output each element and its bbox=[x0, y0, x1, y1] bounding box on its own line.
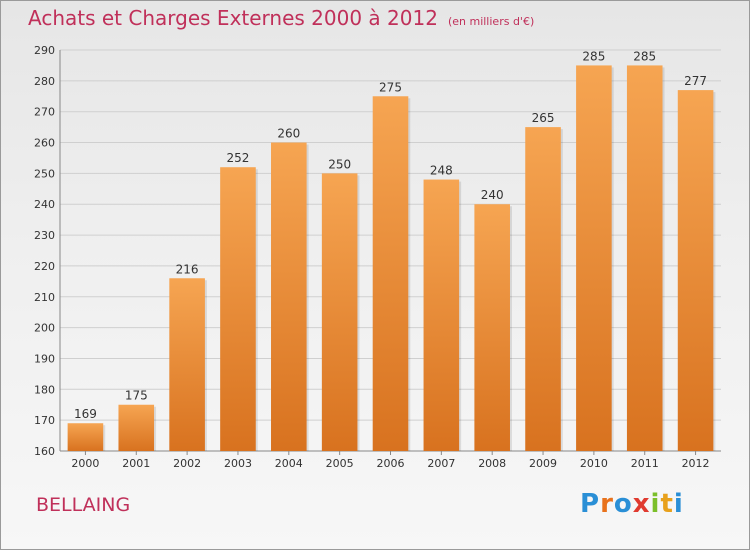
x-tick-label: 2006 bbox=[377, 457, 405, 470]
bar bbox=[169, 278, 205, 451]
bar bbox=[626, 65, 663, 451]
y-tick-label: 170 bbox=[34, 414, 55, 427]
bar-value-label: 169 bbox=[74, 407, 97, 421]
bar-value-label: 252 bbox=[227, 151, 250, 165]
y-tick-label: 260 bbox=[34, 137, 55, 150]
bar-value-label: 285 bbox=[633, 49, 656, 63]
bar bbox=[576, 65, 612, 451]
bar-value-label: 265 bbox=[532, 111, 555, 125]
bars bbox=[67, 65, 716, 452]
x-tick-label: 2011 bbox=[631, 457, 659, 470]
logo-letter: t bbox=[660, 489, 674, 519]
logo-letter: o bbox=[613, 489, 633, 519]
commune-name: BELLAING bbox=[36, 494, 131, 516]
y-tick-label: 160 bbox=[34, 445, 55, 458]
x-tick-label: 2001 bbox=[122, 457, 150, 470]
x-tick-label: 2005 bbox=[326, 457, 354, 470]
bar bbox=[271, 142, 307, 452]
bar-value-label: 175 bbox=[125, 389, 148, 403]
bar bbox=[423, 179, 460, 452]
logo-letter: i bbox=[650, 489, 661, 519]
logo-letter: r bbox=[600, 489, 614, 519]
data-labels: 169 175 216 252 260 250 275 248 240 265 285 285 277 bbox=[74, 49, 707, 421]
bar-value-label: 248 bbox=[430, 164, 453, 178]
bar bbox=[67, 423, 104, 451]
x-tick-label: 2004 bbox=[275, 457, 303, 470]
axes: 160 170 180 190 200 210 220 230 240 250 260 270 280 2… bbox=[34, 44, 721, 470]
bar bbox=[321, 173, 358, 451]
y-tick-label: 220 bbox=[34, 260, 55, 273]
y-tick-label: 200 bbox=[34, 322, 55, 335]
chart-title: Achats et Charges Externes 2000 à 2012 bbox=[28, 6, 438, 30]
y-tick-label: 280 bbox=[34, 75, 55, 88]
y-tick-label: 270 bbox=[34, 106, 55, 119]
x-tick-label: 2003 bbox=[224, 457, 252, 470]
x-tick-label: 2010 bbox=[580, 457, 608, 470]
bar bbox=[474, 204, 510, 451]
y-tick-label: 190 bbox=[34, 352, 55, 365]
x-tick-label: 2008 bbox=[478, 457, 506, 470]
bar-value-label: 285 bbox=[582, 49, 605, 63]
bar bbox=[525, 127, 561, 451]
proxiti-logo[interactable]: Proxiti bbox=[580, 489, 684, 519]
x-tick-label: 2000 bbox=[71, 457, 99, 470]
y-tick-label: 240 bbox=[34, 198, 55, 211]
bar-value-label: 260 bbox=[277, 127, 300, 141]
y-tick-label: 230 bbox=[34, 229, 55, 242]
logo-letter: i bbox=[673, 489, 684, 519]
y-tick-label: 210 bbox=[34, 291, 55, 304]
bar bbox=[220, 167, 256, 451]
x-tick-label: 2009 bbox=[529, 457, 557, 470]
chart-unit: (en milliers d'€) bbox=[447, 15, 535, 28]
bar-value-label: 216 bbox=[176, 262, 199, 276]
bar bbox=[372, 96, 409, 452]
bar-value-label: 250 bbox=[328, 157, 351, 171]
chart-title-block: Achats et Charges Externes 2000 à 2012 (e… bbox=[28, 6, 534, 30]
y-tick-label: 180 bbox=[34, 383, 55, 396]
logo-letter: P bbox=[580, 489, 601, 519]
bar-value-label: 240 bbox=[481, 188, 504, 202]
bar-value-label: 275 bbox=[379, 80, 402, 94]
x-tick-label: 2002 bbox=[173, 457, 201, 470]
x-tick-label: 2007 bbox=[427, 457, 455, 470]
y-tick-label: 290 bbox=[34, 44, 55, 57]
bar bbox=[677, 90, 714, 451]
x-tick-label: 2012 bbox=[682, 457, 710, 470]
logo-letter: x bbox=[632, 489, 651, 519]
bar-value-label: 277 bbox=[684, 74, 707, 88]
bar bbox=[118, 404, 155, 451]
y-tick-label: 250 bbox=[34, 167, 55, 180]
